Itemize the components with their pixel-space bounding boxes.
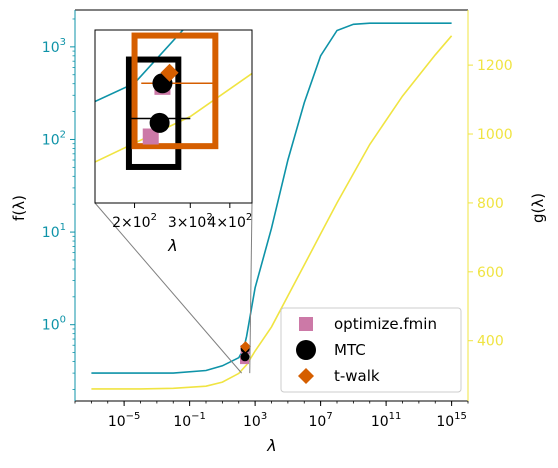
- series-line-f: [91, 22, 452, 374]
- inset-plot-group: [95, 30, 252, 170]
- labels-layer: λ f(λ) g(λ) λ: [10, 193, 547, 455]
- legend-marker-MTC: [296, 340, 316, 360]
- y-right-tick-label: 400: [477, 334, 504, 350]
- inset-interval-box-MTC: [125, 56, 182, 170]
- inset-x-axis-label: λ: [167, 236, 177, 255]
- y-left-tick-label: 101: [42, 222, 66, 241]
- plot-layer: [91, 22, 453, 390]
- x-axis-label: λ: [266, 436, 276, 455]
- y-right-tick-label: 1000: [477, 127, 513, 143]
- axes-layer: 10−5 10−1 103 107 1011 1015 100 101 102 103 400 600…: [42, 9, 513, 430]
- inset-interval-box-t-walk: [131, 32, 219, 150]
- y-right-tick-label: 1200: [477, 58, 513, 74]
- y-right-tick-label: 600: [477, 265, 504, 281]
- legend-box: [280, 307, 462, 393]
- y-right-tick-label: 800: [477, 196, 504, 212]
- inset-marker-t-walk: [160, 63, 179, 82]
- y-left-tick-label: 100: [42, 315, 66, 334]
- series-line-g: [91, 35, 453, 390]
- inset-frame: [94, 29, 253, 204]
- x-tick-label: 1015: [436, 411, 467, 430]
- legend-label: MTC: [334, 341, 366, 359]
- y-left-tick-label: 102: [42, 129, 66, 148]
- y-left-tick-label: 103: [42, 37, 66, 56]
- legend-marker-t-walk: [298, 368, 314, 384]
- y-axis-left-label: f(λ): [10, 195, 28, 221]
- inset-connector-line: [249, 202, 253, 374]
- x-tick-label: 10−1: [173, 411, 206, 430]
- inset-series-line-f: [95, 30, 185, 103]
- x-tick-label: 107: [309, 411, 333, 430]
- inset-x-tick-label: 3×102: [168, 212, 213, 231]
- inset-marker-MTC: [149, 112, 170, 133]
- inset-marker-optimize-fmin: [142, 128, 159, 145]
- legend-marker-optimize-fmin: [299, 317, 313, 331]
- inset-x-tick-label: 2×102: [112, 212, 157, 231]
- inset-x-tick-label: 4×102: [207, 212, 252, 231]
- inset-connector-line: [94, 202, 243, 374]
- legend-label: optimize.fmin: [334, 315, 437, 333]
- legend-label: t-walk: [334, 367, 380, 385]
- inset-background: [95, 30, 252, 203]
- x-tick-label: 10−5: [108, 411, 141, 430]
- x-tick-label: 1011: [371, 411, 402, 430]
- marker-MTC: [240, 352, 250, 362]
- x-tick-label: 103: [243, 411, 267, 430]
- legend-layer: optimize.fmin MTC t-walk: [280, 307, 462, 393]
- y-axis-right-label: g(λ): [529, 193, 547, 223]
- inset-series-line-g: [95, 72, 252, 163]
- marker-t-walk: [239, 341, 251, 353]
